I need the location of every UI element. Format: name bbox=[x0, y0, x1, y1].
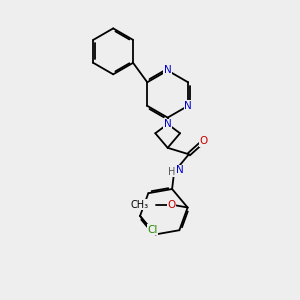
Text: N: N bbox=[176, 166, 183, 176]
Text: N: N bbox=[184, 101, 192, 111]
Text: H: H bbox=[168, 167, 176, 177]
Text: O: O bbox=[200, 136, 208, 146]
Text: O: O bbox=[167, 200, 175, 210]
Text: Cl: Cl bbox=[147, 225, 158, 235]
Text: N: N bbox=[164, 119, 172, 129]
Text: N: N bbox=[164, 65, 172, 76]
Text: CH₃: CH₃ bbox=[130, 200, 149, 210]
